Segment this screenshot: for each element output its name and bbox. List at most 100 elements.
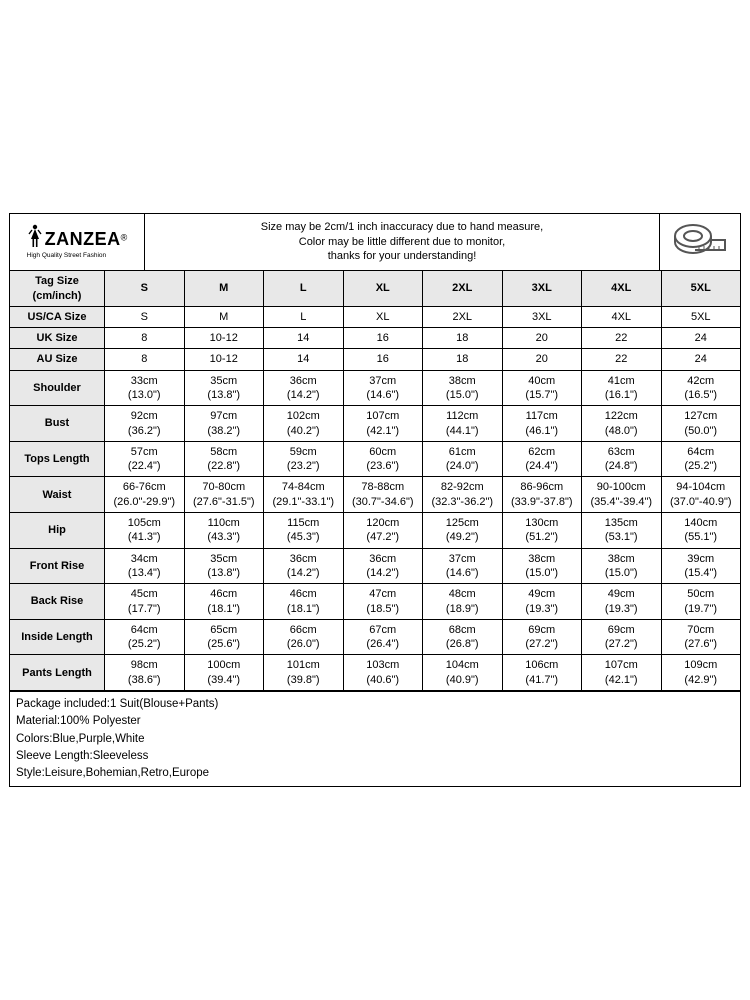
row-header: Bust xyxy=(10,406,105,442)
table-cell: 127cm(50.0") xyxy=(661,406,740,442)
row-header: Front Rise xyxy=(10,548,105,584)
row-header: AU Size xyxy=(10,349,105,370)
table-cell: 65cm(25.6") xyxy=(184,619,264,655)
product-notes: Package included:1 Suit(Blouse+Pants)Mat… xyxy=(10,691,740,786)
table-row: Hip105cm(41.3")110cm(43.3")115cm(45.3")1… xyxy=(10,513,740,549)
table-cell: 122cm(48.0") xyxy=(582,406,662,442)
table-cell: 130cm(51.2") xyxy=(502,513,582,549)
table-cell: 38cm(15.0") xyxy=(423,370,503,406)
row-header: Waist xyxy=(10,477,105,513)
table-row: Pants Length98cm(38.6")100cm(39.4")101cm… xyxy=(10,655,740,691)
table-cell: 104cm(40.9") xyxy=(423,655,503,691)
table-row: Bust92cm(36.2")97cm(38.2")102cm(40.2")10… xyxy=(10,406,740,442)
table-cell: 66-76cm(26.0"-29.9") xyxy=(105,477,185,513)
table-cell: 125cm(49.2") xyxy=(423,513,503,549)
note-line: Style:Leisure,Bohemian,Retro,Europe xyxy=(16,765,734,782)
table-cell: 22 xyxy=(582,328,662,349)
table-cell: 60cm(23.6") xyxy=(343,441,423,477)
table-cell: 58cm(22.8") xyxy=(184,441,264,477)
table-cell: 10-12 xyxy=(184,328,264,349)
table-cell: 67cm(26.4") xyxy=(343,619,423,655)
row-header: US/CA Size xyxy=(10,306,105,327)
table-cell: 42cm(16.5") xyxy=(661,370,740,406)
size-col: S xyxy=(105,271,185,306)
table-cell: 69cm(27.2") xyxy=(582,619,662,655)
logo-cell: ZANZEA® High Quality Street Fashion xyxy=(10,214,145,271)
table-cell: 100cm(39.4") xyxy=(184,655,264,691)
size-col: 4XL xyxy=(582,271,662,306)
size-col: M xyxy=(184,271,264,306)
table-cell: 20 xyxy=(502,328,582,349)
table-cell: 24 xyxy=(661,349,740,370)
table-cell: 78-88cm(30.7"-34.6") xyxy=(343,477,423,513)
size-col: XL xyxy=(343,271,423,306)
table-cell: 36cm(14.2") xyxy=(264,548,344,584)
disclaimer-line: thanks for your understanding! xyxy=(261,249,543,264)
brand-tagline: High Quality Street Fashion xyxy=(27,253,128,260)
disclaimer-line: Size may be 2cm/1 inch inaccuracy due to… xyxy=(261,220,543,235)
row-header: Tops Length xyxy=(10,441,105,477)
row-header: UK Size xyxy=(10,328,105,349)
table-cell: 69cm(27.2") xyxy=(502,619,582,655)
table-cell: 70cm(27.6") xyxy=(661,619,740,655)
table-cell: 64cm(25.2") xyxy=(661,441,740,477)
table-row: Tops Length57cm(22.4")58cm(22.8")59cm(23… xyxy=(10,441,740,477)
table-cell: 117cm(46.1") xyxy=(502,406,582,442)
table-row: Shoulder33cm(13.0")35cm(13.8")36cm(14.2"… xyxy=(10,370,740,406)
table-cell: 20 xyxy=(502,349,582,370)
table-cell: 105cm(41.3") xyxy=(105,513,185,549)
row-header: Back Rise xyxy=(10,584,105,620)
table-cell: M xyxy=(184,306,264,327)
table-cell: 3XL xyxy=(502,306,582,327)
table-row: Back Rise45cm(17.7")46cm(18.1")46cm(18.1… xyxy=(10,584,740,620)
table-cell: 47cm(18.5") xyxy=(343,584,423,620)
table-cell: 40cm(15.7") xyxy=(502,370,582,406)
table-cell: 64cm(25.2") xyxy=(105,619,185,655)
tape-icon-cell xyxy=(660,214,740,271)
table-cell: 39cm(15.4") xyxy=(661,548,740,584)
table-cell: 2XL xyxy=(423,306,503,327)
table-cell: 46cm(18.1") xyxy=(184,584,264,620)
table-cell: 18 xyxy=(423,349,503,370)
tag-size-header: Tag Size(cm/inch) xyxy=(10,271,105,306)
table-cell: 14 xyxy=(264,328,344,349)
row-header: Inside Length xyxy=(10,619,105,655)
table-cell: 57cm(22.4") xyxy=(105,441,185,477)
table-cell: L xyxy=(264,306,344,327)
table-cell: 68cm(26.8") xyxy=(423,619,503,655)
table-cell: 110cm(43.3") xyxy=(184,513,264,549)
row-header: Pants Length xyxy=(10,655,105,691)
table-cell: 24 xyxy=(661,328,740,349)
table-cell: 92cm(36.2") xyxy=(105,406,185,442)
table-row: Waist66-76cm(26.0"-29.9")70-80cm(27.6"-3… xyxy=(10,477,740,513)
woman-silhouette-icon xyxy=(27,224,43,253)
note-line: Sleeve Length:Sleeveless xyxy=(16,748,734,765)
table-cell: 66cm(26.0") xyxy=(264,619,344,655)
size-col: 2XL xyxy=(423,271,503,306)
table-cell: 94-104cm(37.0"-40.9") xyxy=(661,477,740,513)
table-cell: 63cm(24.8") xyxy=(582,441,662,477)
table-cell: 41cm(16.1") xyxy=(582,370,662,406)
table-cell: 61cm(24.0") xyxy=(423,441,503,477)
table-cell: 49cm(19.3") xyxy=(582,584,662,620)
size-col: 5XL xyxy=(661,271,740,306)
table-cell: 109cm(42.9") xyxy=(661,655,740,691)
table-cell: 74-84cm(29.1"-33.1") xyxy=(264,477,344,513)
table-cell: 98cm(38.6") xyxy=(105,655,185,691)
size-col: 3XL xyxy=(502,271,582,306)
table-cell: 103cm(40.6") xyxy=(343,655,423,691)
table-cell: 90-100cm(35.4"-39.4") xyxy=(582,477,662,513)
table-cell: 35cm(13.8") xyxy=(184,370,264,406)
table-cell: 82-92cm(32.3"-36.2") xyxy=(423,477,503,513)
size-table: Tag Size(cm/inch) S M L XL 2XL 3XL 4XL 5… xyxy=(10,271,740,691)
table-cell: 33cm(13.0") xyxy=(105,370,185,406)
table-cell: 97cm(38.2") xyxy=(184,406,264,442)
table-cell: 5XL xyxy=(661,306,740,327)
table-cell: 34cm(13.4") xyxy=(105,548,185,584)
table-cell: 140cm(55.1") xyxy=(661,513,740,549)
table-cell: 14 xyxy=(264,349,344,370)
table-cell: 115cm(45.3") xyxy=(264,513,344,549)
table-cell: S xyxy=(105,306,185,327)
table-cell: 106cm(41.7") xyxy=(502,655,582,691)
table-row: Inside Length64cm(25.2")65cm(25.6")66cm(… xyxy=(10,619,740,655)
